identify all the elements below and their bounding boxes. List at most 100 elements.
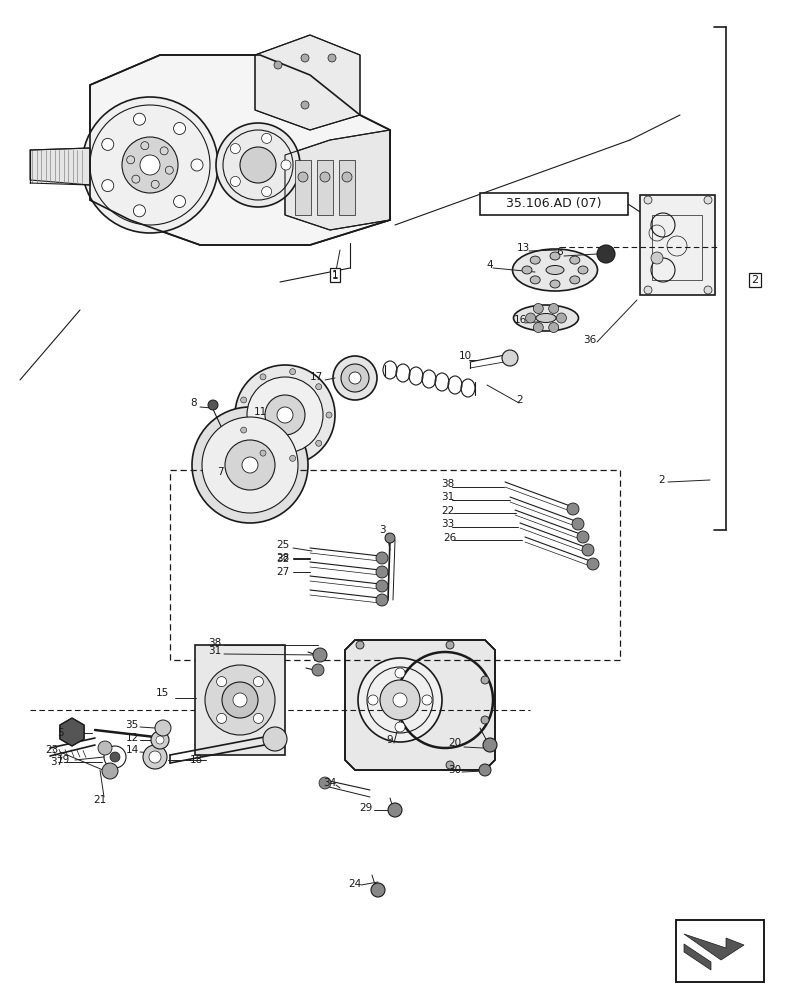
- Circle shape: [422, 695, 432, 705]
- Ellipse shape: [550, 280, 560, 288]
- Circle shape: [328, 54, 336, 62]
- Circle shape: [240, 147, 276, 183]
- Polygon shape: [60, 718, 84, 746]
- Circle shape: [253, 677, 263, 687]
- Circle shape: [222, 682, 258, 718]
- Text: 28: 28: [276, 553, 290, 563]
- Text: 13: 13: [517, 243, 529, 253]
- Circle shape: [290, 455, 295, 461]
- Circle shape: [376, 594, 388, 606]
- Polygon shape: [30, 148, 90, 185]
- Text: 12: 12: [126, 733, 139, 743]
- Circle shape: [82, 97, 218, 233]
- Circle shape: [155, 720, 171, 736]
- Circle shape: [326, 412, 332, 418]
- Text: 18: 18: [189, 755, 203, 765]
- Ellipse shape: [570, 276, 579, 284]
- Text: 31: 31: [209, 646, 221, 656]
- Circle shape: [644, 196, 652, 204]
- Circle shape: [597, 245, 615, 263]
- Circle shape: [262, 133, 271, 143]
- Circle shape: [274, 61, 282, 69]
- Text: 38: 38: [209, 638, 221, 648]
- Circle shape: [388, 803, 402, 817]
- Circle shape: [446, 761, 454, 769]
- Circle shape: [102, 763, 118, 779]
- Circle shape: [644, 286, 652, 294]
- Ellipse shape: [536, 314, 556, 322]
- Circle shape: [358, 658, 442, 742]
- Text: 2: 2: [517, 395, 523, 405]
- Circle shape: [525, 313, 536, 323]
- Circle shape: [395, 668, 405, 678]
- Text: 27: 27: [276, 567, 290, 577]
- Polygon shape: [684, 934, 744, 960]
- Text: 4: 4: [486, 260, 494, 270]
- Circle shape: [281, 160, 291, 170]
- Circle shape: [371, 883, 385, 897]
- Circle shape: [262, 187, 271, 197]
- Polygon shape: [684, 944, 711, 970]
- Circle shape: [216, 123, 300, 207]
- Circle shape: [174, 122, 185, 134]
- Circle shape: [333, 356, 377, 400]
- Circle shape: [225, 440, 275, 490]
- Polygon shape: [90, 55, 390, 245]
- Bar: [339, 160, 355, 215]
- Circle shape: [260, 450, 266, 456]
- Circle shape: [577, 531, 589, 543]
- Circle shape: [98, 741, 112, 755]
- Circle shape: [316, 384, 322, 390]
- Ellipse shape: [530, 256, 540, 264]
- Circle shape: [368, 695, 378, 705]
- Bar: [652, 215, 702, 280]
- Text: 16: 16: [513, 315, 527, 325]
- Text: 26: 26: [443, 533, 457, 543]
- Ellipse shape: [550, 252, 560, 260]
- Text: 23: 23: [45, 745, 59, 755]
- Ellipse shape: [513, 249, 598, 291]
- Text: 2: 2: [751, 275, 759, 285]
- Circle shape: [587, 558, 599, 570]
- Circle shape: [313, 648, 327, 662]
- Circle shape: [319, 777, 331, 789]
- Circle shape: [247, 377, 323, 453]
- Text: 33: 33: [441, 519, 455, 529]
- Text: 37: 37: [50, 757, 64, 767]
- Circle shape: [240, 397, 247, 403]
- Ellipse shape: [530, 276, 540, 284]
- Circle shape: [533, 323, 544, 333]
- Circle shape: [376, 552, 388, 564]
- Text: 30: 30: [448, 765, 462, 775]
- Circle shape: [217, 713, 227, 723]
- Text: 29: 29: [359, 803, 373, 813]
- Circle shape: [502, 350, 518, 366]
- Circle shape: [349, 372, 361, 384]
- Ellipse shape: [522, 266, 532, 274]
- Circle shape: [316, 440, 322, 446]
- Circle shape: [393, 693, 407, 707]
- Circle shape: [548, 303, 559, 313]
- Polygon shape: [255, 35, 360, 130]
- Circle shape: [240, 427, 247, 433]
- Text: 21: 21: [93, 795, 107, 805]
- Circle shape: [342, 172, 352, 182]
- Circle shape: [253, 713, 263, 723]
- Circle shape: [446, 641, 454, 649]
- Polygon shape: [345, 640, 495, 770]
- Text: 11: 11: [253, 407, 267, 417]
- Bar: [295, 160, 311, 215]
- Text: 25: 25: [276, 540, 290, 550]
- Circle shape: [230, 144, 240, 154]
- Circle shape: [233, 693, 247, 707]
- Circle shape: [556, 313, 567, 323]
- Text: 36: 36: [583, 335, 597, 345]
- Circle shape: [242, 457, 258, 473]
- Circle shape: [102, 138, 114, 150]
- Circle shape: [572, 518, 584, 530]
- Bar: [480, 193, 628, 215]
- Circle shape: [290, 369, 295, 375]
- Text: 22: 22: [441, 506, 455, 516]
- Circle shape: [380, 680, 420, 720]
- Text: 14: 14: [126, 745, 139, 755]
